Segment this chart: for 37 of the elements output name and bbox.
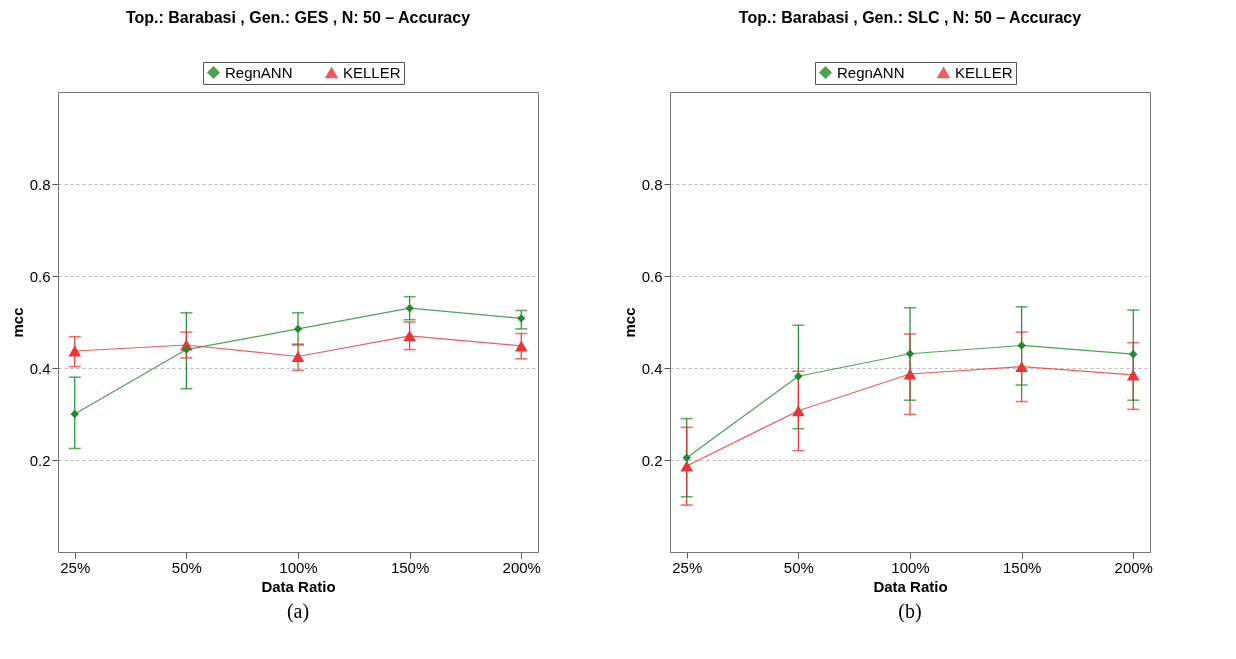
y-tick-label: 0.8 <box>29 175 51 193</box>
y-tick-label: 0.4 <box>641 359 663 377</box>
point <box>68 345 82 357</box>
x-tick-label: 200% <box>502 558 541 576</box>
point <box>680 460 694 472</box>
x-tick-label: 150% <box>1002 558 1042 576</box>
point <box>514 340 528 352</box>
point <box>1015 361 1028 373</box>
text: (b) <box>898 600 922 623</box>
x-axis-title: Data Ratio <box>873 577 948 595</box>
text: (a) <box>286 600 310 623</box>
x-tick-label: 25% <box>60 558 91 576</box>
y-tick-label: 0.2 <box>641 451 663 469</box>
legend-label: KELLER <box>955 63 1013 81</box>
legend-label: KELLER <box>343 63 401 81</box>
y-axis-title: mcc <box>8 307 26 338</box>
chart-title: Top.: Barabasi , Gen.: GES , N: 50 – Accuracy <box>125 8 471 26</box>
x-tick-label: 100% <box>891 558 930 576</box>
x-tick-label: 200% <box>1114 558 1153 576</box>
y-tick-label: 0.4 <box>29 359 51 377</box>
y-tick-label: 0.6 <box>29 267 51 285</box>
y-tick-label: 0.8 <box>641 175 663 193</box>
x-tick-label: 100% <box>279 558 318 576</box>
x-tick-label: 50% <box>171 558 202 576</box>
chart-title: Top.: Barabasi , Gen.: SLC , N: 50 – Accuracy <box>738 8 1082 26</box>
y-tick-label: 0.6 <box>641 267 663 285</box>
y-axis-title: mcc <box>620 307 638 338</box>
legend-label: RegnANN <box>837 63 905 81</box>
x-axis-title: Data Ratio <box>261 577 336 595</box>
x-tick-label: 50% <box>783 558 814 576</box>
y-tick-label: 0.2 <box>29 451 51 469</box>
legend-label: RegnANN <box>225 63 293 81</box>
point <box>291 351 305 362</box>
point <box>1126 369 1140 381</box>
x-tick-label: 150% <box>390 558 430 576</box>
point <box>903 368 917 380</box>
x-tick-label: 25% <box>672 558 703 576</box>
